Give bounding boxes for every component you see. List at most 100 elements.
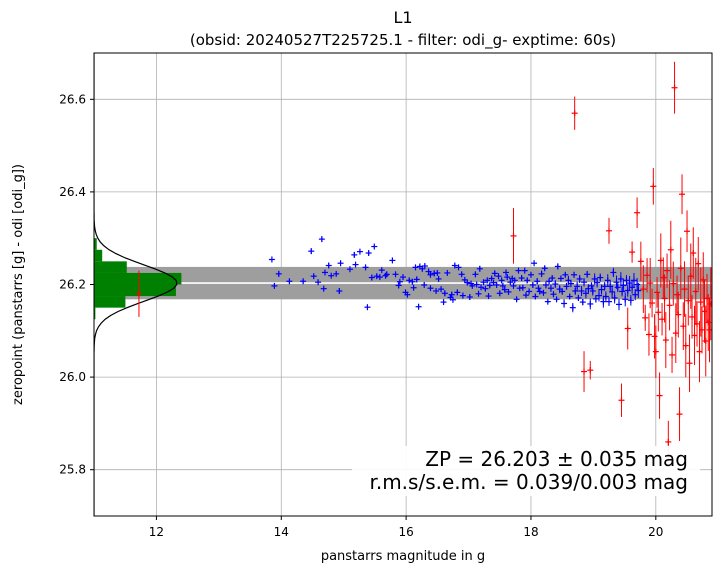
- used-star-point: [421, 281, 428, 288]
- used-star-point: [609, 285, 616, 299]
- used-star-point: [592, 295, 599, 303]
- used-star-point: [308, 248, 315, 255]
- rejected-star-point: [676, 387, 683, 441]
- rejected-star-point: [681, 261, 688, 317]
- used-star-point: [619, 286, 626, 297]
- rejected-star-point: [640, 265, 647, 313]
- rejected-star-point: [684, 210, 691, 253]
- zeropoint-band-layer: [94, 266, 712, 300]
- used-star-point: [271, 282, 278, 289]
- used-star-point: [472, 271, 479, 278]
- rejected-star-point: [675, 291, 682, 338]
- rejected-star-point: [618, 383, 625, 417]
- used-star-point: [544, 298, 551, 305]
- used-star-point: [504, 274, 511, 281]
- rejected-star-point: [667, 220, 674, 279]
- chart-title: L1: [393, 8, 412, 27]
- rejected-star-point: [629, 241, 636, 263]
- used-star-point: [598, 284, 605, 295]
- used-star-point: [485, 293, 492, 300]
- used-star-point: [606, 297, 612, 307]
- used-star-point: [563, 282, 570, 290]
- used-star-point: [421, 262, 428, 269]
- used-star-point: [552, 280, 559, 288]
- used-star-point: [409, 278, 416, 285]
- histogram-layer: [94, 53, 182, 516]
- used-star-point: [451, 262, 458, 269]
- used-star-point: [535, 285, 542, 292]
- used-star-point: [459, 292, 466, 299]
- x-tick-label: 12: [149, 525, 164, 539]
- used-star-point: [458, 271, 465, 278]
- used-star-point: [478, 284, 485, 291]
- rejected-star-point: [700, 252, 707, 308]
- plot-area: ZP = 26.203 ± 0.035 mag r.m.s/s.e.m. = 0…: [93, 52, 713, 517]
- used-star-point: [490, 279, 497, 286]
- used-star-point: [561, 299, 568, 308]
- rejected-star-point: [649, 288, 656, 318]
- used-star-point: [389, 257, 396, 264]
- rejected-star-point: [652, 325, 659, 378]
- used-star-point: [526, 288, 533, 295]
- rejected-star-point: [587, 360, 594, 380]
- used-star-point: [455, 264, 462, 271]
- used-star-point: [536, 288, 543, 295]
- rejected-star-point: [669, 336, 676, 373]
- used-star-point: [524, 277, 531, 284]
- used-star-point: [325, 262, 332, 269]
- used-star-point: [286, 278, 293, 285]
- histogram-bar: [94, 238, 97, 250]
- used-star-point: [476, 265, 483, 272]
- used-star-point: [433, 287, 440, 294]
- used-star-point: [622, 292, 629, 307]
- used-star-point: [630, 272, 637, 288]
- used-star-point: [617, 272, 624, 286]
- rejected-star-point: [682, 313, 689, 378]
- rejected-star-point: [571, 96, 578, 130]
- used-star-point: [480, 279, 487, 286]
- used-star-point: [321, 269, 328, 276]
- used-star-point: [632, 289, 639, 301]
- used-star-point: [584, 270, 591, 278]
- used-star-point: [300, 278, 307, 285]
- rejected-star-point: [642, 304, 649, 331]
- used-star-point: [373, 273, 380, 280]
- used-star-point: [579, 298, 586, 306]
- used-star-point: [581, 277, 588, 287]
- used-star-point: [513, 296, 520, 303]
- used-star-point: [351, 251, 358, 258]
- used-star-point: [444, 269, 451, 276]
- used-star-point: [406, 277, 413, 284]
- used-star-point: [486, 282, 493, 289]
- used-star-point: [469, 282, 476, 289]
- rejected-star-point: [695, 237, 702, 291]
- rejected-star-point: [671, 61, 678, 114]
- used-star-point: [440, 299, 447, 306]
- x-tick-label: 20: [648, 525, 663, 539]
- used-star-point: [364, 304, 371, 311]
- used-star-point: [484, 277, 491, 284]
- annotation-background: [352, 446, 700, 496]
- used-star-point: [376, 274, 383, 281]
- x-tick-label: 14: [274, 525, 289, 539]
- used-star-point: [466, 294, 473, 301]
- used-star-point: [498, 277, 505, 284]
- used-star-point: [441, 290, 448, 297]
- used-star-point: [615, 298, 622, 311]
- used-star-point: [328, 272, 335, 279]
- used-star-point: [482, 285, 489, 292]
- rejected-star-point: [637, 241, 644, 282]
- rejected-star-point: [664, 253, 671, 288]
- used-star-point: [541, 265, 548, 272]
- used-star-point: [495, 273, 502, 280]
- histogram-bar: [94, 249, 103, 262]
- rejected-star-point: [686, 334, 693, 392]
- used-star-point: [378, 267, 385, 274]
- used-star-point: [623, 275, 630, 286]
- used-star-point: [475, 290, 482, 297]
- used-star-point: [550, 291, 557, 298]
- used-star-point: [613, 275, 620, 289]
- rejected-star-point: [624, 307, 631, 350]
- rejected-star-point: [650, 168, 657, 205]
- used-star-point: [333, 270, 340, 277]
